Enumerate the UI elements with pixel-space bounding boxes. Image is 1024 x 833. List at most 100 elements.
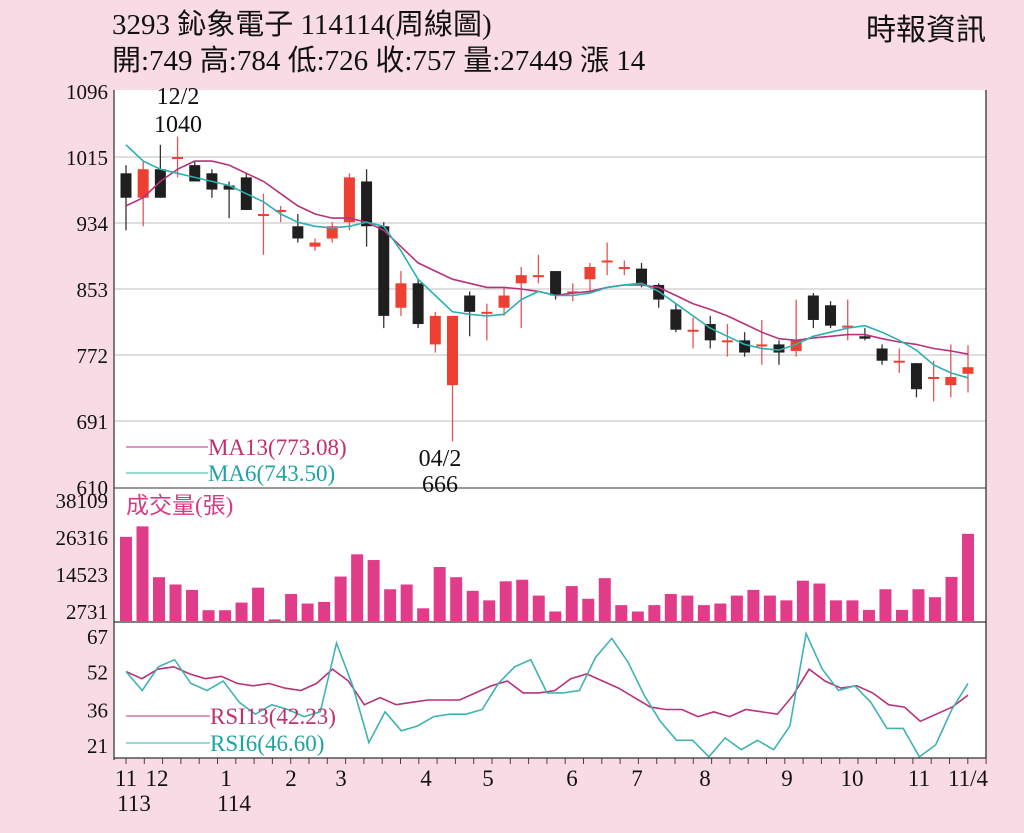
- rsi13-legend: RSI13(42.23): [210, 704, 336, 729]
- x-axis-label: 7: [631, 766, 643, 791]
- candle-body: [361, 181, 373, 227]
- volume-tick-label: 14523: [56, 563, 109, 587]
- volume-bar: [516, 579, 529, 621]
- x-axis-label: 8: [699, 766, 711, 791]
- candle-body: [481, 311, 493, 314]
- ma13-legend: MA13(773.08): [208, 435, 347, 460]
- volume-bars: [120, 526, 974, 621]
- x-axis-label: 11: [908, 766, 930, 791]
- price-tick-label: 1096: [66, 80, 108, 104]
- volume-bar: [285, 594, 298, 621]
- candle-body: [670, 309, 682, 330]
- candle-body: [893, 360, 905, 363]
- candle-body: [636, 268, 648, 285]
- volume-bar: [582, 598, 595, 621]
- volume-bar: [962, 533, 974, 621]
- low-value-label: 666: [422, 472, 458, 498]
- x-axis-label: 9: [781, 766, 793, 791]
- candle-body: [412, 283, 424, 325]
- candle-body: [223, 185, 235, 190]
- price-tick-label: 853: [77, 278, 109, 302]
- rsi-tick-label: 52: [87, 661, 108, 685]
- candle-body: [498, 295, 510, 308]
- x-axis-label: 4: [420, 766, 432, 791]
- volume-bar: [367, 560, 380, 621]
- moving-average-lines: [125, 144, 969, 379]
- candle-body: [515, 275, 527, 284]
- volume-bar: [846, 600, 859, 621]
- volume-bar: [235, 602, 248, 621]
- volume-bar: [763, 595, 776, 621]
- volume-tick-label: 2731: [66, 600, 108, 624]
- volume-bar: [730, 595, 743, 621]
- volume-bar: [252, 587, 265, 621]
- candle-body: [257, 214, 269, 217]
- volume-bar: [318, 601, 331, 621]
- price-tick-label: 610: [77, 476, 109, 500]
- volume-bar: [780, 600, 793, 621]
- candle-body: [292, 226, 304, 239]
- rsi-tick-label: 67: [87, 625, 108, 649]
- volume-bar: [136, 526, 149, 621]
- price-tick-label: 1015: [66, 146, 108, 170]
- candle-body: [154, 169, 166, 198]
- volume-bar: [895, 609, 908, 621]
- volume-bar: [829, 600, 842, 621]
- volume-bar: [664, 594, 677, 621]
- ma6-line: [125, 144, 969, 379]
- candle-body: [137, 169, 149, 198]
- volume-bar: [681, 595, 694, 621]
- candle-body: [429, 315, 441, 345]
- low-date-label: 04/2: [419, 446, 462, 472]
- candle-body: [739, 340, 751, 353]
- volume-bar: [351, 554, 364, 621]
- volume-bar: [433, 567, 446, 621]
- candle-body: [395, 283, 407, 308]
- candle-body: [120, 173, 132, 198]
- volume-bar: [219, 610, 232, 621]
- candle-body: [876, 348, 888, 361]
- volume-bar: [417, 608, 430, 621]
- candle-body: [550, 271, 562, 296]
- rsi-tick-label: 36: [87, 698, 108, 722]
- volume-bar: [400, 584, 413, 621]
- rsi6-legend: RSI6(46.60): [210, 731, 324, 756]
- candle-body: [687, 329, 699, 332]
- volume-bar: [565, 586, 578, 621]
- volume-bar: [945, 576, 958, 621]
- candle-body: [618, 267, 630, 269]
- rsi-tick-label: 21: [87, 734, 108, 758]
- candle-body: [842, 325, 854, 328]
- candle-body: [962, 367, 974, 374]
- x-axis-label: 12: [146, 766, 169, 791]
- volume-bar: [912, 589, 925, 621]
- x-axis-label: 1: [220, 766, 232, 791]
- candle-body: [189, 165, 201, 182]
- candle-body: [928, 377, 940, 379]
- candle-body: [326, 226, 338, 239]
- brand-label: 時報資訊: [866, 14, 986, 47]
- volume-bar: [549, 611, 562, 621]
- volume-bar: [532, 595, 545, 621]
- candle-body: [704, 324, 716, 341]
- candle-body: [464, 295, 476, 312]
- candle-body: [601, 260, 613, 263]
- candle-body: [825, 305, 837, 326]
- x-axis-label: 11/4: [948, 766, 989, 791]
- chart-title: 3293 鈊象電子 114114(周線圖): [112, 9, 492, 41]
- ohlc-summary: 開:749 高:784 低:726 收:757 量:27449 漲 14: [112, 45, 646, 77]
- x-axis-label: 5: [482, 766, 494, 791]
- volume-bar: [301, 603, 314, 621]
- volume-title: 成交量(張): [126, 493, 233, 518]
- volume-bar: [466, 590, 479, 621]
- x-axis-label: 3: [335, 766, 347, 791]
- candle-body: [172, 157, 184, 159]
- volume-tick-label: 38109: [56, 489, 109, 513]
- x-axis-label: 2: [285, 766, 297, 791]
- price-tick-label: 934: [77, 212, 109, 236]
- volume-bar: [384, 589, 397, 621]
- ma6-legend: MA6(743.50): [208, 461, 335, 486]
- x-axis-label: 10: [841, 766, 864, 791]
- volume-bar: [796, 580, 809, 621]
